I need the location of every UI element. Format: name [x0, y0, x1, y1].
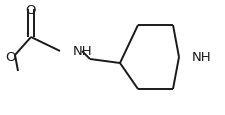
Text: NH: NH — [191, 51, 211, 64]
Text: O: O — [26, 3, 36, 16]
Text: O: O — [6, 51, 16, 64]
Text: NH: NH — [73, 45, 92, 58]
